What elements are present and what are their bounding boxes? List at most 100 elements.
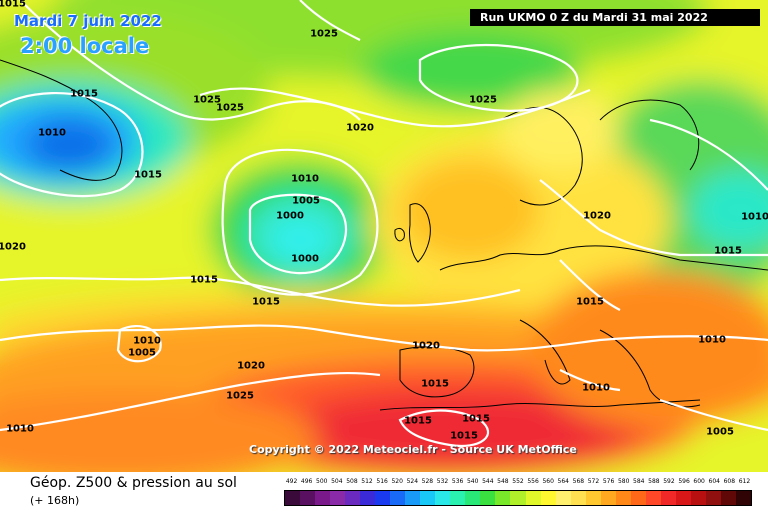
scale-label: 524: [406, 478, 419, 485]
scale-swatch: [675, 491, 691, 505]
isobar-label: 1015: [576, 296, 604, 308]
scale-swatch: [570, 491, 586, 505]
scale-label: 512: [361, 478, 373, 485]
scale-label: 580: [617, 478, 630, 485]
scale-label: 508: [346, 478, 358, 485]
isobar-label: 1000: [276, 210, 304, 222]
scale-label: 608: [723, 478, 736, 485]
isobar-label: 1015: [404, 415, 432, 427]
isobar-label: 1015: [421, 378, 449, 390]
isobar-label: 1010: [6, 423, 34, 435]
scale-swatch: [285, 491, 301, 505]
scale-label: 552: [512, 478, 524, 485]
scale-label: 520: [391, 478, 403, 485]
scale-swatch: [450, 491, 466, 505]
color-scale-bar: [284, 490, 752, 506]
isobar-label: 1010: [741, 211, 768, 223]
scale-swatch: [585, 491, 601, 505]
scale-label: 564: [557, 478, 569, 485]
isobar-label: 1015: [0, 0, 26, 10]
isobar-label: 1020: [237, 360, 265, 372]
scale-swatch: [375, 491, 391, 505]
isobar-label: 1015: [450, 430, 478, 442]
forecast-time: 2:00 locale: [20, 34, 150, 58]
isobar-label: 1020: [412, 340, 440, 352]
scale-swatch: [360, 491, 376, 505]
map-title: Géop. Z500 & pression au sol: [30, 475, 237, 491]
scale-label: 536: [451, 478, 464, 485]
scale-label: 604: [708, 478, 720, 485]
isobar-label: 1015: [252, 296, 280, 308]
scale-label: 504: [331, 478, 343, 485]
scale-swatch: [435, 491, 451, 505]
scale-swatch: [465, 491, 481, 505]
isobar-label: 1010: [38, 127, 66, 139]
scale-label: 568: [572, 478, 585, 485]
scale-label: 584: [633, 478, 645, 485]
geopotential-field: [0, 0, 768, 472]
isobar-label: 1015: [714, 245, 742, 257]
weather-map: Mardi 7 juin 2022 2:00 locale Run UKMO 0…: [0, 0, 768, 472]
scale-swatch: [720, 491, 736, 505]
isobar-label: 1010: [698, 334, 726, 346]
copyright-notice: Copyright © 2022 Meteociel.fr - Source U…: [249, 443, 577, 456]
scale-label: 588: [648, 478, 660, 485]
isobar-label: 1025: [226, 390, 254, 402]
scale-swatch: [690, 491, 706, 505]
scale-swatch: [405, 491, 421, 505]
isobar-label: 1020: [0, 241, 26, 253]
scale-label: 596: [678, 478, 690, 485]
isobar-label: 1020: [346, 122, 374, 134]
scale-swatch: [525, 491, 541, 505]
scale-label: 612: [738, 478, 751, 485]
scale-label: 492: [285, 478, 298, 485]
isobar-label: 1015: [190, 274, 218, 286]
scale-swatch: [420, 491, 436, 505]
isobar-label: 1015: [134, 169, 162, 181]
scale-swatch: [630, 491, 646, 505]
scale-label: 576: [602, 478, 615, 485]
isobar-label: 1020: [583, 210, 611, 222]
isobar-label: 1000: [291, 253, 319, 265]
scale-swatch: [495, 491, 511, 505]
isobar-label: 1015: [462, 413, 490, 425]
scale-swatch: [345, 491, 361, 505]
scale-label: 572: [587, 478, 600, 485]
scale-swatch: [615, 491, 631, 505]
scale-label: 532: [436, 478, 449, 485]
scale-label: 528: [421, 478, 434, 485]
scale-swatch: [555, 491, 571, 505]
scale-label: 560: [542, 478, 554, 485]
scale-swatch: [540, 491, 556, 505]
scale-swatch: [645, 491, 661, 505]
scale-swatch: [600, 491, 616, 505]
isobar-label: 1010: [582, 382, 610, 394]
scale-label: 544: [482, 478, 494, 485]
scale-label: 516: [376, 478, 388, 485]
scale-label: 548: [497, 478, 509, 485]
isobar-label: 1005: [128, 347, 156, 359]
scale-label: 600: [693, 478, 705, 485]
forecast-date: Mardi 7 juin 2022: [14, 12, 162, 30]
scale-swatch: [315, 491, 331, 505]
scale-swatch: [510, 491, 526, 505]
scale-swatch: [330, 491, 346, 505]
scale-label: 540: [466, 478, 479, 485]
isobar-label: 1005: [292, 195, 320, 207]
isobar-label: 1010: [291, 173, 319, 185]
isobar-label: 1025: [193, 94, 221, 106]
scale-label: 592: [663, 478, 675, 485]
run-info: Run UKMO 0 Z du Mardi 31 mai 2022: [470, 9, 760, 26]
isobar-label: 1015: [70, 88, 98, 100]
isobar-label: 1025: [216, 102, 244, 114]
isobar-label: 1025: [310, 28, 338, 40]
isobar-label: 1010: [133, 335, 161, 347]
scale-swatch: [480, 491, 496, 505]
isobar-label: 1005: [706, 426, 734, 438]
legend-footer: Géop. Z500 & pression au sol (+ 168h) 49…: [0, 472, 768, 512]
scale-label: 556: [527, 478, 539, 485]
forecast-lead-time: (+ 168h): [30, 494, 80, 507]
scale-label: 496: [300, 478, 313, 485]
scale-swatch: [390, 491, 406, 505]
scale-swatch: [300, 491, 316, 505]
